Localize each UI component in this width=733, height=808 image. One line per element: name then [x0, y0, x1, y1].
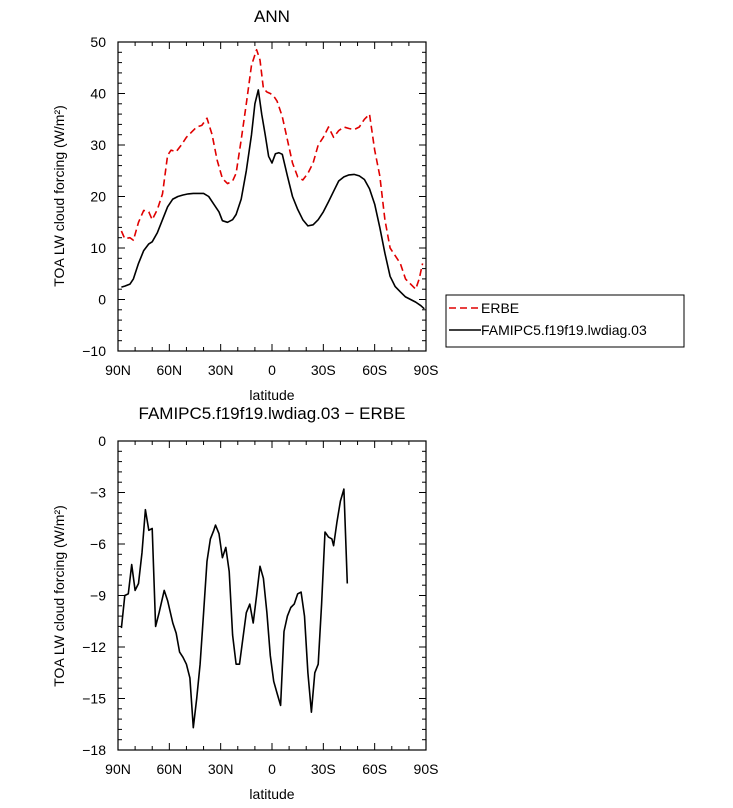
top-y-tick-label: 10: [90, 240, 106, 256]
top-series-line-erbe: [120, 48, 424, 291]
top-x-tick-label: 30N: [208, 362, 234, 378]
bottom-chart-title: FAMIPC5.f19f19.lwdiag.03 − ERBE: [139, 404, 406, 423]
top-y-tick-label: 40: [90, 86, 106, 102]
bottom-y-tick-label: −6: [90, 536, 106, 552]
top-y-tick-label: 30: [90, 137, 106, 153]
bottom-x-axis-label: latitude: [249, 786, 294, 802]
bottom-y-tick-label: 0: [98, 433, 106, 449]
top-x-axis-label: latitude: [249, 387, 294, 403]
bottom-x-tick-label: 60S: [362, 761, 387, 777]
bottom-series-line-difference: [120, 488, 349, 729]
bottom-x-tick-label: 0: [268, 761, 276, 777]
top-series-line-model: [121, 89, 425, 310]
bottom-y-tick-label: −9: [90, 588, 106, 604]
top-x-tick-label: 0: [268, 362, 276, 378]
bottom-y-tick-label: −18: [82, 742, 106, 758]
bottom-y-axis-label: TOA LW cloud forcing (W/m²): [51, 505, 67, 687]
legend-label-erbe: ERBE: [481, 300, 519, 316]
top-plot-frame: [117, 41, 427, 352]
top-y-tick-label: 50: [90, 34, 106, 50]
top-x-tick-label: 90S: [414, 362, 439, 378]
legend-label-model: FAMIPC5.f19f19.lwdiag.03: [481, 322, 647, 338]
bottom-y-tick-label: −3: [90, 485, 106, 501]
bottom-x-tick-label: 30S: [311, 761, 336, 777]
top-panel: ANN 90N 60N 30N 0 30S 60S 90S −10 0 10 20 30 40 50 la…: [51, 7, 438, 403]
legend-box: [445, 294, 685, 348]
bottom-x-tick-label: 30N: [208, 761, 234, 777]
top-x-tick-label: 90N: [105, 362, 131, 378]
top-y-tick-label: −10: [82, 343, 106, 359]
top-y-tick-label: 20: [90, 189, 106, 205]
top-x-tick-label: 60N: [156, 362, 182, 378]
top-x-tick-label: 30S: [311, 362, 336, 378]
legend: ERBE FAMIPC5.f19f19.lwdiag.03: [445, 294, 685, 348]
top-y-axis-label: TOA LW cloud forcing (W/m²): [51, 105, 67, 287]
bottom-y-tick-label: −12: [82, 639, 106, 655]
top-y-tick-label: 0: [98, 292, 106, 308]
bottom-x-tick-label: 90S: [414, 761, 439, 777]
bottom-x-tick-label: 60N: [156, 761, 182, 777]
bottom-panel: FAMIPC5.f19f19.lwdiag.03 − ERBE 90N 60N 30…: [51, 404, 438, 802]
top-chart-title: ANN: [254, 7, 290, 26]
bottom-y-tick-label: −15: [82, 691, 106, 707]
bottom-x-tick-label: 90N: [105, 761, 131, 777]
top-x-tick-label: 60S: [362, 362, 387, 378]
bottom-plot-frame: [117, 440, 427, 751]
